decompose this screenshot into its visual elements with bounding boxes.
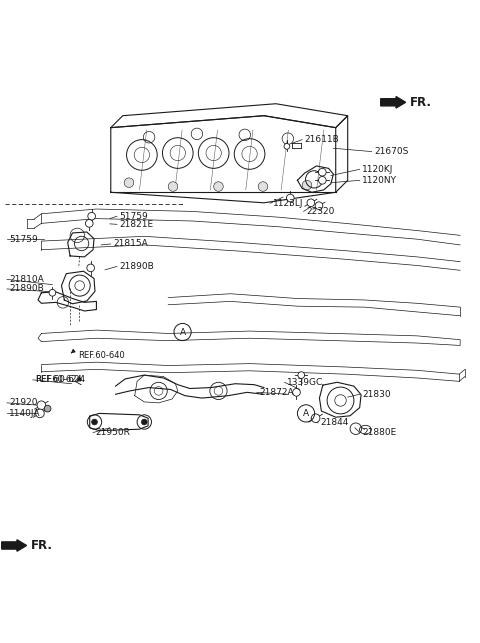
Circle shape <box>315 202 323 210</box>
Circle shape <box>287 194 294 202</box>
Text: 21950R: 21950R <box>96 428 131 437</box>
Text: 22320: 22320 <box>306 207 335 216</box>
FancyArrow shape <box>381 96 406 108</box>
Circle shape <box>37 401 46 410</box>
Text: 1120KJ: 1120KJ <box>362 165 394 174</box>
Circle shape <box>258 182 268 192</box>
Circle shape <box>49 289 56 296</box>
Text: 1140JA: 1140JA <box>9 409 41 418</box>
Text: 51759: 51759 <box>120 212 148 221</box>
Text: FR.: FR. <box>410 96 432 109</box>
Text: 1339GC: 1339GC <box>287 378 323 387</box>
Text: 21872A: 21872A <box>259 388 294 397</box>
Circle shape <box>88 212 96 220</box>
Text: 1123LJ: 1123LJ <box>273 199 303 208</box>
Circle shape <box>319 168 326 176</box>
Text: 1120NY: 1120NY <box>362 176 397 185</box>
Text: A: A <box>180 327 186 336</box>
Circle shape <box>36 409 44 418</box>
Text: 21810A: 21810A <box>9 275 44 284</box>
Text: FR.: FR. <box>31 539 53 552</box>
Text: 21670S: 21670S <box>374 147 408 156</box>
Circle shape <box>302 180 312 190</box>
Text: A: A <box>303 409 309 418</box>
Circle shape <box>214 182 223 192</box>
Text: REF.60-624: REF.60-624 <box>35 376 85 385</box>
Text: REF.60-640: REF.60-640 <box>78 352 125 361</box>
Circle shape <box>124 178 134 188</box>
Text: 21815A: 21815A <box>113 239 148 248</box>
Circle shape <box>307 199 315 206</box>
Circle shape <box>142 419 147 425</box>
Text: 21844: 21844 <box>321 419 349 428</box>
Circle shape <box>312 414 320 422</box>
Circle shape <box>319 176 326 184</box>
Text: 21890B: 21890B <box>120 262 154 271</box>
Text: 21830: 21830 <box>362 390 391 399</box>
Circle shape <box>92 419 97 425</box>
Circle shape <box>44 405 51 412</box>
Text: 51759: 51759 <box>9 235 38 244</box>
Circle shape <box>168 182 178 192</box>
Text: 21920: 21920 <box>9 399 38 408</box>
Text: 21821E: 21821E <box>120 220 154 229</box>
Circle shape <box>284 143 290 149</box>
Text: 21611B: 21611B <box>305 135 339 144</box>
Circle shape <box>293 388 300 396</box>
Text: 21890B: 21890B <box>9 284 44 293</box>
FancyArrow shape <box>1 539 26 551</box>
Text: REF.60-624: REF.60-624 <box>35 376 82 385</box>
Circle shape <box>298 372 305 379</box>
Circle shape <box>87 264 95 272</box>
Circle shape <box>85 219 93 227</box>
Text: 21880E: 21880E <box>362 428 396 437</box>
